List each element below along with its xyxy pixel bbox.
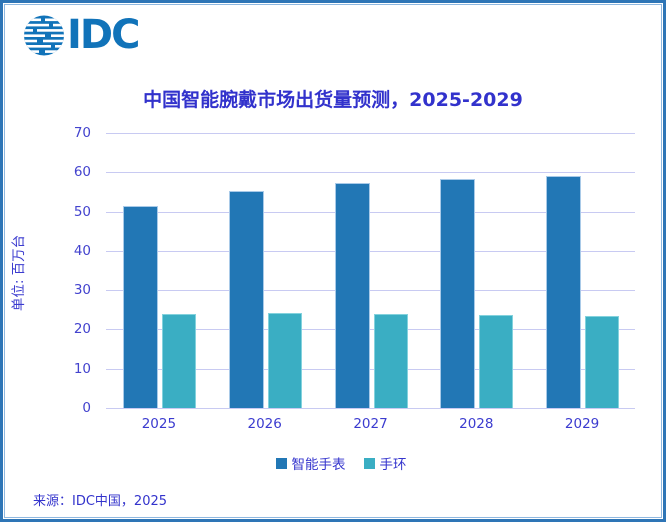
y-tick-30: 30	[73, 282, 91, 299]
legend-label: 智能手表	[291, 457, 346, 473]
y-tick-10: 10	[73, 360, 91, 377]
gridline-60	[106, 172, 635, 174]
plot-area	[106, 133, 635, 409]
y-tick-20: 20	[73, 321, 91, 338]
idc-logo: IDC	[23, 12, 140, 58]
bar-2027-智能手表	[334, 182, 370, 408]
x-label-2029: 2029	[564, 416, 600, 432]
legend: 智能手表 手环	[3, 453, 663, 473]
x-axis-labels: 2025 2026 2027 2028 2029	[106, 416, 635, 434]
idc-logo-text: IDC	[67, 12, 140, 58]
gridline-20	[106, 329, 635, 331]
y-tick-50: 50	[73, 203, 91, 220]
legend-swatch-icon	[363, 457, 375, 469]
legend-item-智能手表: 智能手表	[275, 453, 346, 473]
chart-title: 中国智能腕戴市场出货量预测，2025-2029	[143, 89, 523, 111]
bar-2027-手环	[373, 313, 408, 408]
bar-2025-智能手表	[122, 205, 158, 408]
idc-globe-icon	[24, 15, 64, 55]
legend-swatch-icon	[275, 457, 287, 469]
y-tick-70: 70	[73, 125, 91, 141]
bar-2028-智能手表	[440, 178, 476, 408]
x-label-2028: 2028	[459, 416, 494, 432]
gridline-30	[106, 290, 635, 292]
gridline-50	[106, 211, 635, 213]
x-label-2025: 2025	[141, 416, 177, 432]
y-axis-ticks: 0 10 20 30 40 50 60 70	[3, 125, 91, 416]
x-label-2026: 2026	[247, 416, 282, 432]
source-note: 来源：IDC中国，2025	[33, 494, 168, 509]
gridline-10	[106, 368, 635, 370]
y-tick-0: 0	[82, 400, 91, 416]
y-tick-60: 60	[73, 164, 91, 181]
legend-label: 手环	[379, 457, 407, 473]
bar-2029-手环	[585, 316, 620, 408]
gridline-0	[106, 408, 635, 409]
gridline-40	[106, 250, 635, 252]
y-tick-40: 40	[73, 242, 91, 259]
legend-item-手环: 手环	[363, 453, 407, 473]
bar-2029-智能手表	[546, 176, 582, 408]
gridline-70	[106, 133, 635, 134]
bar-2025-手环	[161, 313, 196, 408]
bar-2026-智能手表	[228, 190, 264, 408]
bar-2026-手环	[267, 312, 302, 408]
bar-2028-手环	[479, 314, 514, 408]
x-label-2027: 2027	[353, 416, 388, 432]
